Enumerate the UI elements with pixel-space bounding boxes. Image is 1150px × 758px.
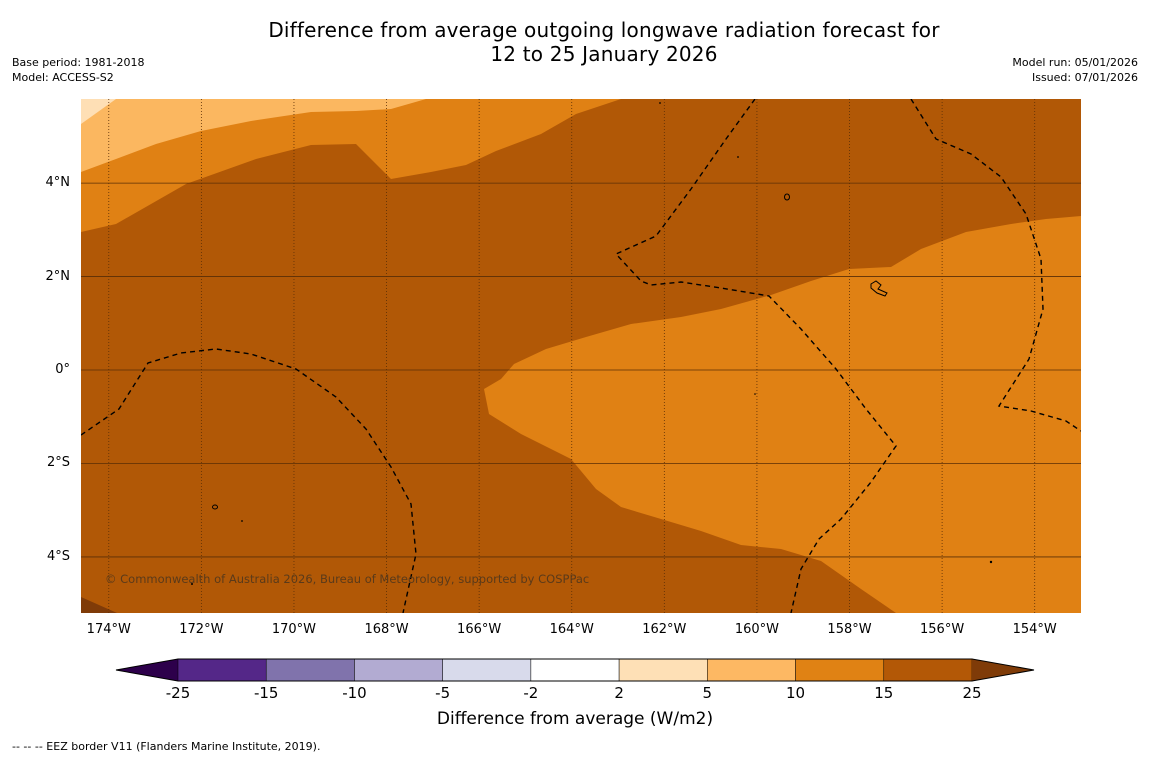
longitude-label: 174°W — [86, 622, 131, 637]
island-dot — [737, 156, 739, 158]
colorbar-bin — [707, 658, 796, 682]
latitude-label: 2°N — [45, 268, 71, 284]
latitude-label: 4°S — [46, 548, 70, 564]
title-line-1: Difference from average outgoing longwav… — [268, 18, 940, 42]
eez-borders — [81, 99, 1081, 613]
longitude-label: 166°W — [457, 622, 502, 637]
eez-legend-note: -- -- -- EEZ border V11 (Flanders Marine… — [12, 740, 321, 753]
colorbar-outline — [115, 658, 1035, 682]
island-outline — [870, 280, 888, 297]
colorbar-bin — [618, 658, 708, 682]
model-run-text: Model run: 05/01/2026 — [1012, 56, 1138, 69]
longitude-label: 158°W — [827, 622, 872, 637]
map-panel: © Commonwealth of Australia 2026, Bureau… — [81, 99, 1081, 613]
copyright-text: © Commonwealth of Australia 2026, Bureau… — [105, 572, 590, 586]
island-dot — [989, 560, 993, 564]
longitude-label: 162°W — [642, 622, 687, 637]
colorbar-label: Difference from average (W/m2) — [436, 709, 714, 729]
region-2-5-corner — [81, 99, 116, 124]
colorbar-over-arrow — [972, 659, 1034, 681]
islands — [191, 102, 993, 585]
gridlines — [81, 99, 1081, 613]
latitude-label: 0° — [55, 362, 70, 378]
island-dot — [659, 102, 661, 104]
eez-border-line — [81, 348, 417, 613]
longitude-label: 168°W — [364, 622, 409, 637]
colorbar-bin — [177, 658, 267, 682]
region-10-15-east — [484, 216, 1081, 613]
colorbar-tick-label: -5 — [435, 684, 451, 702]
region-10-15-north — [81, 99, 621, 232]
eez-border-line — [614, 99, 897, 613]
colorbar-tick-label: -10 — [342, 684, 367, 702]
base-period-text: Base period: 1981-2018 — [12, 56, 145, 69]
region-5-10-north — [81, 99, 426, 172]
longitude-label: 160°W — [734, 622, 779, 637]
colorbar-bin — [530, 658, 620, 682]
island-outline — [212, 504, 218, 510]
island-dot — [754, 393, 756, 395]
latitude-label: 2°S — [46, 455, 70, 471]
island-dot — [191, 583, 193, 585]
colorbar-tick-label: 15 — [874, 684, 894, 702]
colorbar-bin — [795, 658, 885, 682]
issued-text: Issued: 07/01/2026 — [1031, 71, 1138, 84]
latitude-label: 4°N — [45, 175, 71, 191]
meta-left: Base period: 1981-2018 Model: ACCESS-S2 — [12, 55, 144, 85]
longitude-label: 170°W — [271, 622, 317, 637]
colorbar-tick-label: 5 — [702, 684, 713, 702]
chart-title: Difference from average outgoing longwav… — [0, 18, 1150, 66]
longitude-label: 154°W — [1012, 622, 1057, 637]
colorbar — [115, 658, 1035, 682]
map-canvas — [81, 99, 1081, 613]
colorbar-tick-label: -2 — [523, 684, 539, 702]
colorbar-bin — [442, 658, 532, 682]
colorbar-tick-label: -15 — [253, 684, 279, 702]
island-outline — [784, 193, 790, 201]
island-dot — [241, 520, 243, 522]
colorbar-bin — [883, 658, 973, 682]
longitude-label: 164°W — [549, 622, 594, 637]
colorbar-bin — [265, 658, 355, 682]
region-over25-corner — [81, 597, 117, 613]
title-line-2: 12 to 25 January 2026 — [490, 42, 718, 66]
colorbar-bins — [177, 658, 973, 682]
model-text: Model: ACCESS-S2 — [12, 71, 114, 84]
colorbar-tick-label: 10 — [786, 684, 806, 702]
longitude-label: 156°W — [920, 622, 965, 637]
colorbar-tick-label: -25 — [165, 684, 191, 702]
longitude-label: 172°W — [179, 622, 224, 637]
meta-right: Model run: 05/01/2026 Issued: 07/01/2026 — [1012, 55, 1138, 85]
colorbar-under-arrow — [116, 659, 178, 681]
colorbar-tick-label: 2 — [614, 684, 624, 702]
colorbar-tick-label: 25 — [962, 684, 982, 702]
colorbar-bin — [354, 658, 443, 682]
